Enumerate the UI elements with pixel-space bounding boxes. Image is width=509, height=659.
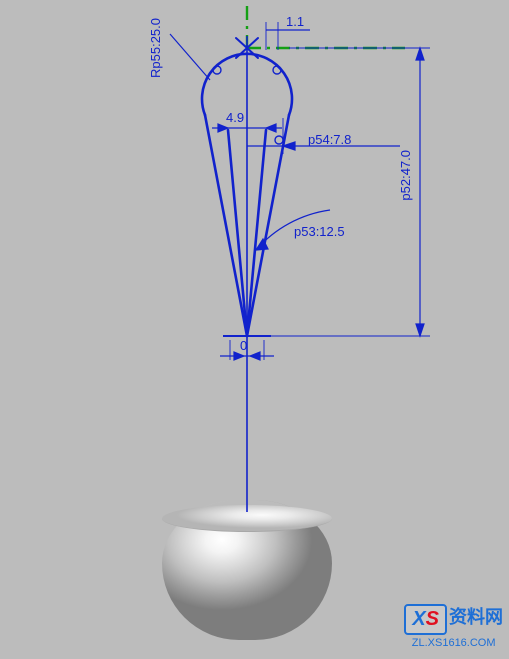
watermark: XS 资料网 ZL.XS1616.COM (404, 603, 503, 649)
sketch-canvas[interactable] (0, 0, 509, 659)
dim-1-1[interactable]: 1.1 (286, 14, 304, 29)
dim-4-9[interactable]: 4.9 (226, 110, 244, 125)
watermark-cn: 资料网 (449, 607, 503, 627)
datum-lines (247, 6, 405, 48)
dim-0[interactable]: 0 (240, 338, 247, 353)
watermark-logo-s: S (426, 608, 439, 630)
dim-rho55[interactable]: Rp55:25.0 (148, 18, 163, 78)
watermark-url: ZL.XS1616.COM (404, 637, 503, 649)
dim-p52[interactable]: p52:47.0 (398, 150, 413, 201)
watermark-logo-box: XS (404, 604, 447, 635)
dim-p54[interactable]: p54:7.8 (308, 132, 351, 147)
watermark-logo-x: X (412, 608, 425, 630)
sketch-handles[interactable] (213, 66, 283, 144)
dim-p53[interactable]: p53:12.5 (294, 224, 345, 239)
